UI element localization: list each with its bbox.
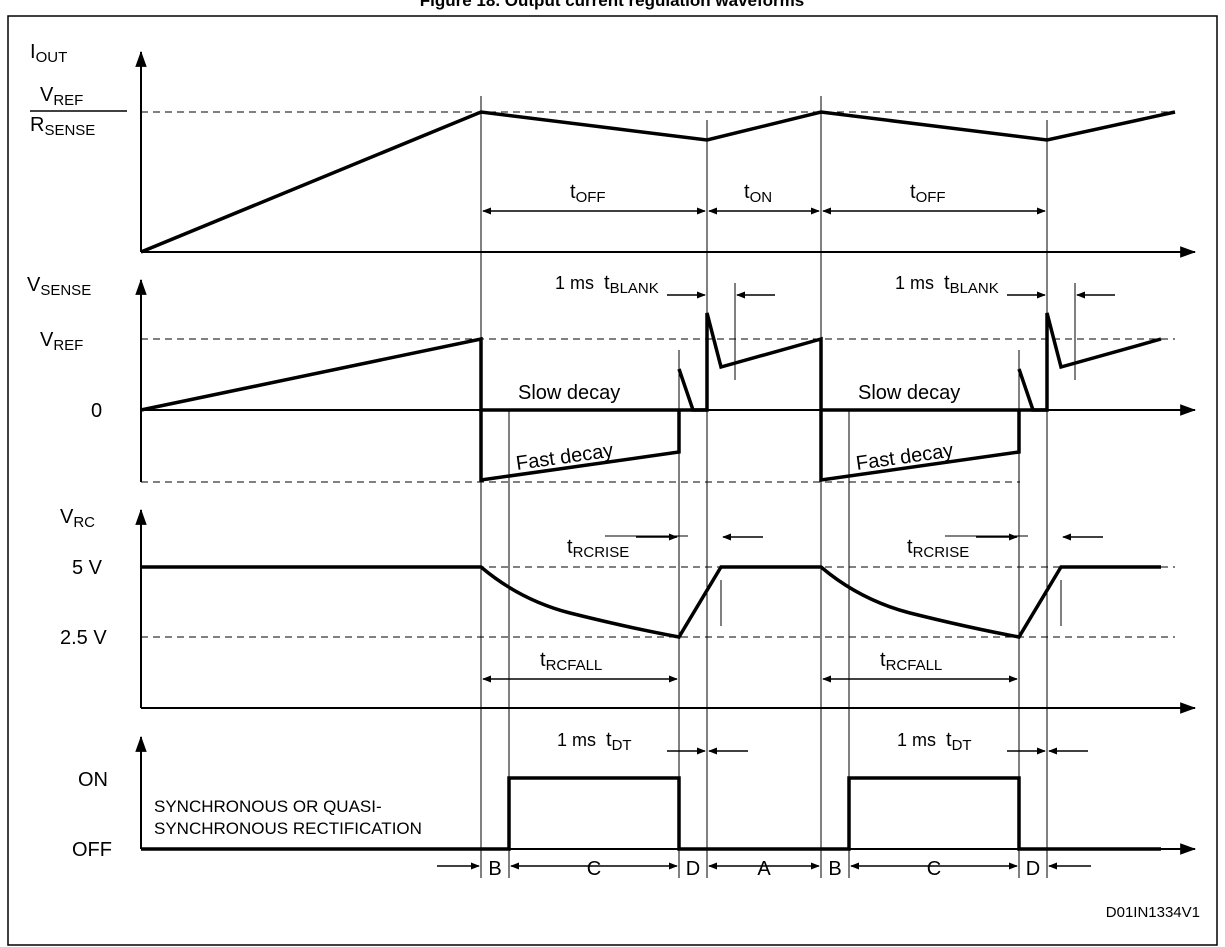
sync-note-line2: SYNCHRONOUS RECTIFICATION	[154, 819, 422, 838]
figure-code: D01IN1334V1	[1106, 904, 1200, 921]
sync-waveform	[141, 776, 1161, 851]
vsense-fast-decay-trace-1	[479, 410, 681, 483]
phase-label-c-1: C	[587, 858, 601, 880]
slow-decay-label-2: Slow decay	[858, 382, 960, 404]
blank-2-label: 1 ms tBLANK	[895, 272, 999, 297]
iout-level-numerator: VREF	[40, 84, 83, 109]
dt-1-label: 1 ms tDT	[557, 729, 632, 754]
vrc-5v-label: 5 V	[72, 557, 103, 579]
sync-note-line1: SYNCHRONOUS OR QUASI-	[154, 797, 382, 816]
figure-title: Figure 18. Output current regulation wav…	[420, 0, 804, 10]
ton-label: tON	[744, 181, 772, 206]
vsense-fast-decay-trace-2	[819, 410, 1021, 483]
slow-decay-label-1: Slow decay	[518, 382, 620, 404]
rcrise-2-label: tRCRISE	[907, 536, 969, 561]
iout-waveform	[140, 110, 1176, 254]
sync-off-label: OFF	[72, 839, 112, 861]
dt-2-label: 1 ms tDT	[897, 729, 972, 754]
vrc-waveform	[141, 565, 1161, 639]
rcfall-1-label: tRCFALL	[540, 649, 602, 674]
phase-guides	[480, 96, 1076, 878]
iout-axis-label: IOUT	[30, 41, 67, 66]
panel-vsense: VSENSE VREF 0 Slow decay Slow decay Fast…	[27, 272, 1197, 483]
vsense-vref-label: VREF	[40, 329, 83, 354]
vrc-axis-label: VRC	[60, 506, 95, 531]
phase-label-c-2: C	[927, 858, 941, 880]
rcrise-1-label: tRCRISE	[567, 536, 629, 561]
vsense-slow-decay-trace-1	[140, 336, 707, 412]
panel-vrc: VRC 5 V 2.5 V tRCRISE tRCRISE tRCFALL tR…	[60, 506, 1197, 714]
rcfall-2-label: tRCFALL	[880, 649, 942, 674]
toff-1-label: tOFF	[570, 181, 606, 206]
toff-2-label: tOFF	[910, 181, 946, 206]
phase-label-d-1: D	[686, 858, 700, 880]
vsense-zero-label: 0	[91, 400, 102, 422]
phase-row: B C D A B C D	[437, 858, 1091, 880]
phase-label-d-2: D	[1026, 858, 1040, 880]
panel-iout: IOUT VREF RSENSE tOFF tON tOFF	[30, 41, 1197, 258]
sync-on-label: ON	[78, 769, 108, 791]
phase-label-a: A	[757, 858, 771, 880]
phase-label-b-1: B	[488, 858, 501, 880]
vsense-recovery-pulse-2	[1017, 312, 1162, 412]
figure-frame	[7, 15, 1218, 946]
iout-level-denominator: RSENSE	[30, 114, 95, 139]
vsense-axis-label: VSENSE	[27, 274, 91, 299]
phase-label-b-2: B	[828, 858, 841, 880]
vrc-25v-label: 2.5 V	[60, 627, 107, 649]
panel-sync: ON OFF SYNCHRONOUS OR QUASI- SYNCHRONOUS…	[72, 729, 1197, 861]
blank-1-label: 1 ms tBLANK	[555, 272, 659, 297]
vsense-recovery-pulse-1	[677, 312, 823, 412]
